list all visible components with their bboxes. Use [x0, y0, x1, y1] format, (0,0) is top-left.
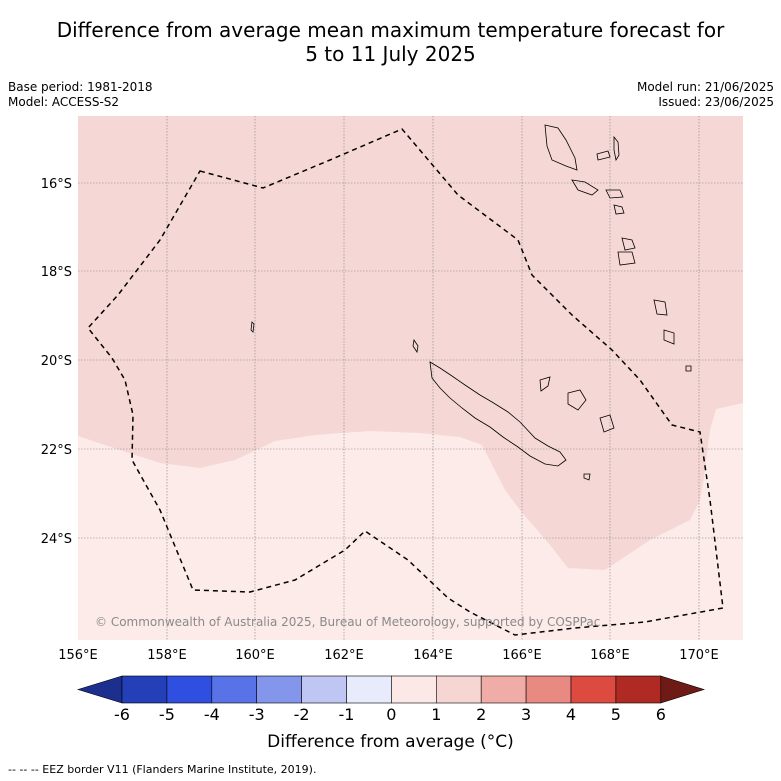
island-matthew	[685, 365, 692, 372]
colorbar-segment	[166, 675, 213, 704]
colorbar-tick-label: 4	[566, 705, 576, 724]
island-espiritu-santo	[544, 124, 578, 171]
lon-label: 158°E	[147, 648, 187, 663]
lon-label: 170°E	[679, 648, 719, 663]
meta-right: Model run: 21/06/2025 Issued: 23/06/2025	[637, 80, 774, 110]
colorbar-tick-label: -6	[114, 705, 130, 724]
island-epi	[613, 204, 625, 215]
colorbar-title: Difference from average (°C)	[267, 732, 514, 752]
lat-label: 20°S	[41, 354, 72, 369]
colorbar-segment	[256, 675, 302, 704]
lon-label: 168°E	[590, 648, 630, 663]
anomaly-1-2-region	[78, 116, 743, 570]
island-efate	[621, 237, 636, 251]
lon-axis: 156°E 158°E 160°E 162°E 164°E 166°E 168°…	[58, 648, 719, 663]
eez-legend-note: -- -- -- EEZ border V11 (Flanders Marine…	[8, 763, 317, 776]
lat-label: 24°S	[41, 532, 72, 547]
meta-left: Base period: 1981-2018 Model: ACCESS-S2	[8, 80, 153, 110]
colorbar-segment	[121, 675, 168, 704]
colorbar-segment	[391, 675, 437, 704]
lon-label: 166°E	[502, 648, 542, 663]
island-ambrym	[605, 189, 624, 199]
island-malekula	[571, 179, 599, 196]
model-run: Model run: 21/06/2025	[636, 80, 774, 94]
colorbar-tick-label: -1	[339, 705, 355, 724]
lon-label: 164°E	[413, 648, 453, 663]
colorbar-segment	[346, 675, 392, 704]
colorbar-tick-label: 0	[386, 705, 396, 724]
colorbar: -6 -5 -4 -3 -2 -1 0 1 2 3 4 5 6	[76, 675, 706, 724]
lat-axis: 16°S 18°S 20°S 22°S 24°S	[41, 177, 72, 547]
colorbar-extend-high	[660, 675, 706, 704]
island-belep	[412, 338, 419, 354]
colorbar-segment	[480, 675, 527, 704]
base-period: Base period: 1981-2018	[8, 80, 153, 94]
colorbar-tick-label: -5	[159, 705, 175, 724]
colorbar-tick-label: -4	[204, 705, 220, 724]
lat-label: 22°S	[41, 443, 72, 458]
colorbar-segment	[211, 675, 258, 704]
copyright-text: © Commonwealth of Australia 2025, Bureau…	[95, 615, 600, 629]
colorbar-segment	[570, 675, 617, 704]
island-isle-of-pines	[583, 473, 591, 481]
island-chesterfield	[250, 321, 255, 333]
island-ouvea	[539, 376, 551, 392]
colorbar-segment	[301, 675, 347, 704]
island-maewo	[613, 135, 620, 162]
island-erromango	[617, 251, 636, 266]
island-ambae	[596, 150, 611, 161]
lon-label: 160°E	[235, 648, 275, 663]
island-aneityum	[663, 329, 675, 345]
title-line-2: 5 to 11 July 2025	[305, 42, 476, 66]
colorbar-extend-low	[76, 675, 123, 704]
lon-label: 156°E	[58, 648, 98, 663]
graticule	[78, 116, 743, 640]
colorbar-tick-label: 5	[611, 705, 621, 724]
colorbar-tick-label: -2	[294, 705, 310, 724]
issued-date: Issued: 23/06/2025	[658, 95, 774, 109]
colorbar-tick-label: 6	[656, 705, 666, 724]
lat-label: 18°S	[41, 265, 72, 280]
island-lifou	[567, 389, 587, 411]
model-name: Model: ACCESS-S2	[8, 95, 120, 109]
lon-label: 162°E	[324, 648, 364, 663]
colorbar-segment	[435, 675, 482, 704]
map-area: © Commonwealth of Australia 2025, Bureau…	[78, 116, 743, 640]
lat-label: 16°S	[41, 177, 72, 192]
colorbar-segment	[525, 675, 572, 704]
new-caledonia	[429, 361, 567, 467]
chart-title: Difference from average mean maximum tem…	[0, 18, 781, 66]
colorbar-tick-label: -3	[249, 705, 265, 724]
colorbar-tick-label: 1	[431, 705, 441, 724]
title-line-1: Difference from average mean maximum tem…	[56, 18, 725, 42]
coastlines	[250, 124, 692, 481]
colorbar-tick-label: 2	[476, 705, 486, 724]
island-mare	[599, 414, 615, 433]
colorbar-tick-label: 3	[521, 705, 531, 724]
colorbar-segment	[615, 675, 662, 704]
eez-border	[87, 128, 724, 636]
island-tanna	[653, 299, 668, 316]
